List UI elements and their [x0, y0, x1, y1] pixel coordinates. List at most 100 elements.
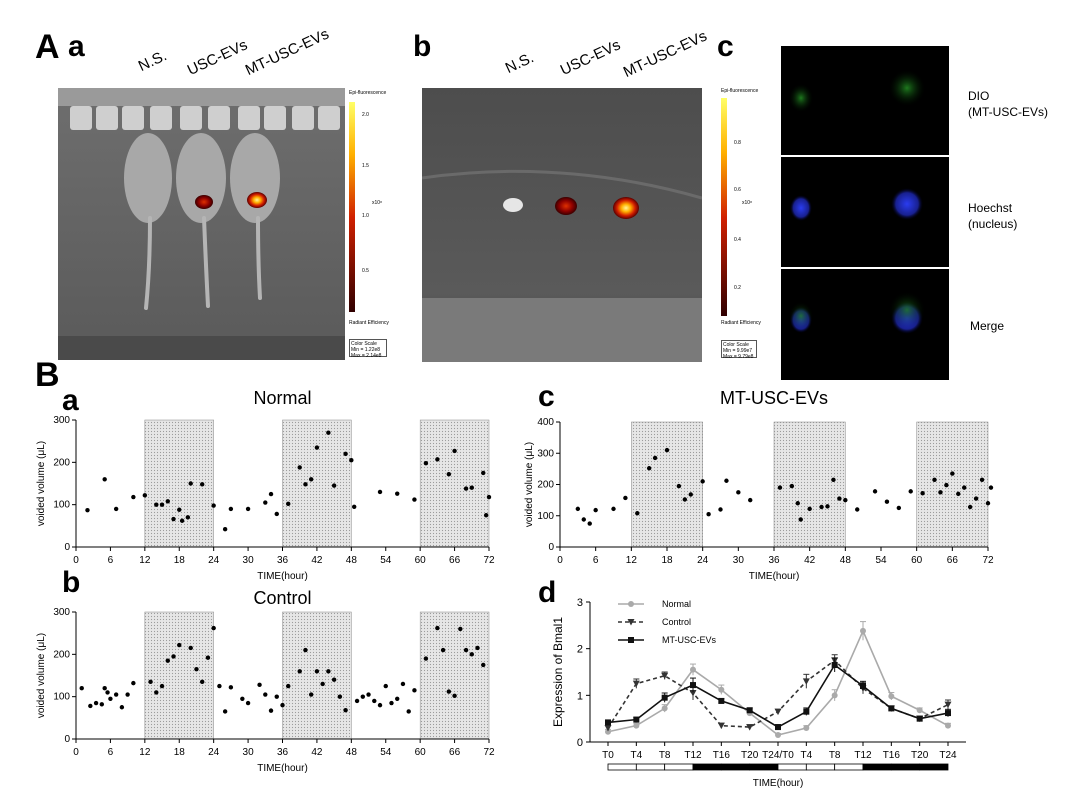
data-point [314, 669, 320, 674]
series-marker [831, 692, 838, 699]
chart-normal: 0 6 12 18 24 30 36 42 48 54 60 66 72 0 100 200 300 Normal… [36, 388, 495, 582]
x-tick-label: 42 [311, 555, 323, 566]
colorbar-b-min: Min = 9.99e7 [723, 348, 753, 354]
light-dark-segment [749, 763, 779, 771]
x-tick-label: T24 [939, 750, 957, 761]
series-marker [633, 722, 640, 729]
data-point [326, 430, 331, 435]
colorbar-b-tick: 0.6 [734, 187, 741, 193]
colorbar-b-footer: Radiant Efficiency [721, 320, 761, 326]
x-tick-label: 66 [947, 555, 959, 566]
hoechst-sublabel: (nucleus) [968, 217, 1018, 231]
data-point [199, 482, 205, 487]
dark-period-band [419, 419, 490, 548]
data-point [435, 625, 440, 631]
data-point [458, 626, 463, 632]
data-point [377, 702, 383, 708]
y-tick-label: 200 [537, 480, 554, 491]
data-point [412, 688, 417, 693]
x-tick-label: 36 [277, 555, 289, 566]
series-marker [803, 708, 810, 715]
series-marker [605, 719, 611, 726]
y-axis-label: Expression of Bmal1 [551, 617, 565, 727]
x-tick-label: 0 [73, 747, 79, 758]
x-tick-label: 60 [415, 747, 427, 758]
dark-period-band [419, 611, 490, 740]
y-axis-label: voided volume (μL) [524, 442, 535, 527]
data-point [343, 451, 348, 457]
panel-label-B-b: b [62, 566, 81, 599]
x-tick-label: 12 [626, 555, 638, 566]
x-tick-label: T12 [854, 750, 872, 761]
series-marker [689, 690, 697, 697]
series-marker [803, 725, 810, 731]
data-point [789, 483, 795, 489]
ev-fluorescence-image [422, 88, 702, 362]
data-point [268, 491, 274, 497]
data-point [165, 658, 170, 663]
light-dark-segment [664, 763, 694, 771]
x-tick-label: T24/T0 [762, 750, 794, 761]
x-tick-label: 36 [768, 555, 780, 566]
light-dark-segment [720, 763, 751, 771]
series-marker [802, 678, 810, 685]
data-point [366, 692, 371, 697]
data-point [635, 511, 640, 516]
colorbar-a-tick: 1.5 [362, 163, 369, 169]
data-point [154, 502, 159, 507]
panel-label-A-b: b [413, 30, 432, 63]
colorbar-b [721, 98, 727, 316]
data-point [113, 692, 119, 697]
data-point [956, 491, 961, 497]
group-label-ns-b: N.S. [502, 49, 537, 77]
colorbar-b-title: Epi-fluorescence [721, 88, 759, 94]
legend-marker [628, 601, 634, 607]
dark-period-band [631, 421, 703, 548]
data-point [575, 506, 581, 512]
data-point [245, 700, 251, 706]
hoechst-label: Hoechst [968, 201, 1013, 215]
chart-mt-usc-evs: 0 6 12 18 24 30 36 42 48 54 60 66 72 0 100 200 300 400 MT-… [524, 388, 994, 582]
data-point [623, 495, 628, 501]
dark-period-band [144, 611, 214, 740]
x-tick-label: 6 [108, 555, 114, 566]
data-point [240, 696, 245, 701]
data-point [446, 689, 452, 694]
colorbar-a-footer: Radiant Efficiency [349, 320, 389, 326]
data-point [303, 647, 308, 653]
chart-control: 0 6 12 18 24 30 36 42 48 54 60 66 72 0 100 200 300 Contro… [36, 588, 495, 774]
data-point [819, 504, 824, 510]
series-marker [718, 686, 725, 693]
y-tick-label: 100 [53, 500, 70, 511]
data-point [286, 683, 291, 689]
data-point [372, 698, 377, 704]
data-point [179, 518, 185, 523]
chart-title: MT-USC-EVs [720, 388, 828, 408]
x-tick-label: 18 [174, 747, 186, 758]
data-point [389, 700, 394, 706]
data-point [469, 485, 474, 490]
data-point [463, 486, 469, 491]
light-dark-segment [635, 763, 666, 771]
colorbar-a-min: Min = 1.22e8 [351, 347, 381, 353]
series-marker [888, 693, 895, 700]
data-point [748, 497, 753, 503]
x-tick-label: T12 [684, 750, 702, 761]
data-point [395, 491, 400, 496]
dark-period-band [282, 611, 352, 740]
y-tick-label: 100 [53, 692, 70, 703]
x-tick-label: 30 [733, 555, 745, 566]
data-point [383, 683, 388, 689]
panel-label-B-d: d [538, 576, 557, 609]
group-label-mt-b: MT-USC-EVs [620, 27, 710, 82]
light-dark-segment [890, 763, 921, 771]
data-point [303, 482, 308, 487]
x-tick-label: 54 [380, 747, 392, 758]
series-marker [633, 716, 640, 723]
data-point [973, 496, 979, 501]
series-line [607, 628, 949, 736]
data-point [664, 447, 670, 453]
light-dark-segment [607, 763, 637, 771]
series-marker [945, 722, 951, 729]
panel-label-A: A [35, 28, 60, 66]
